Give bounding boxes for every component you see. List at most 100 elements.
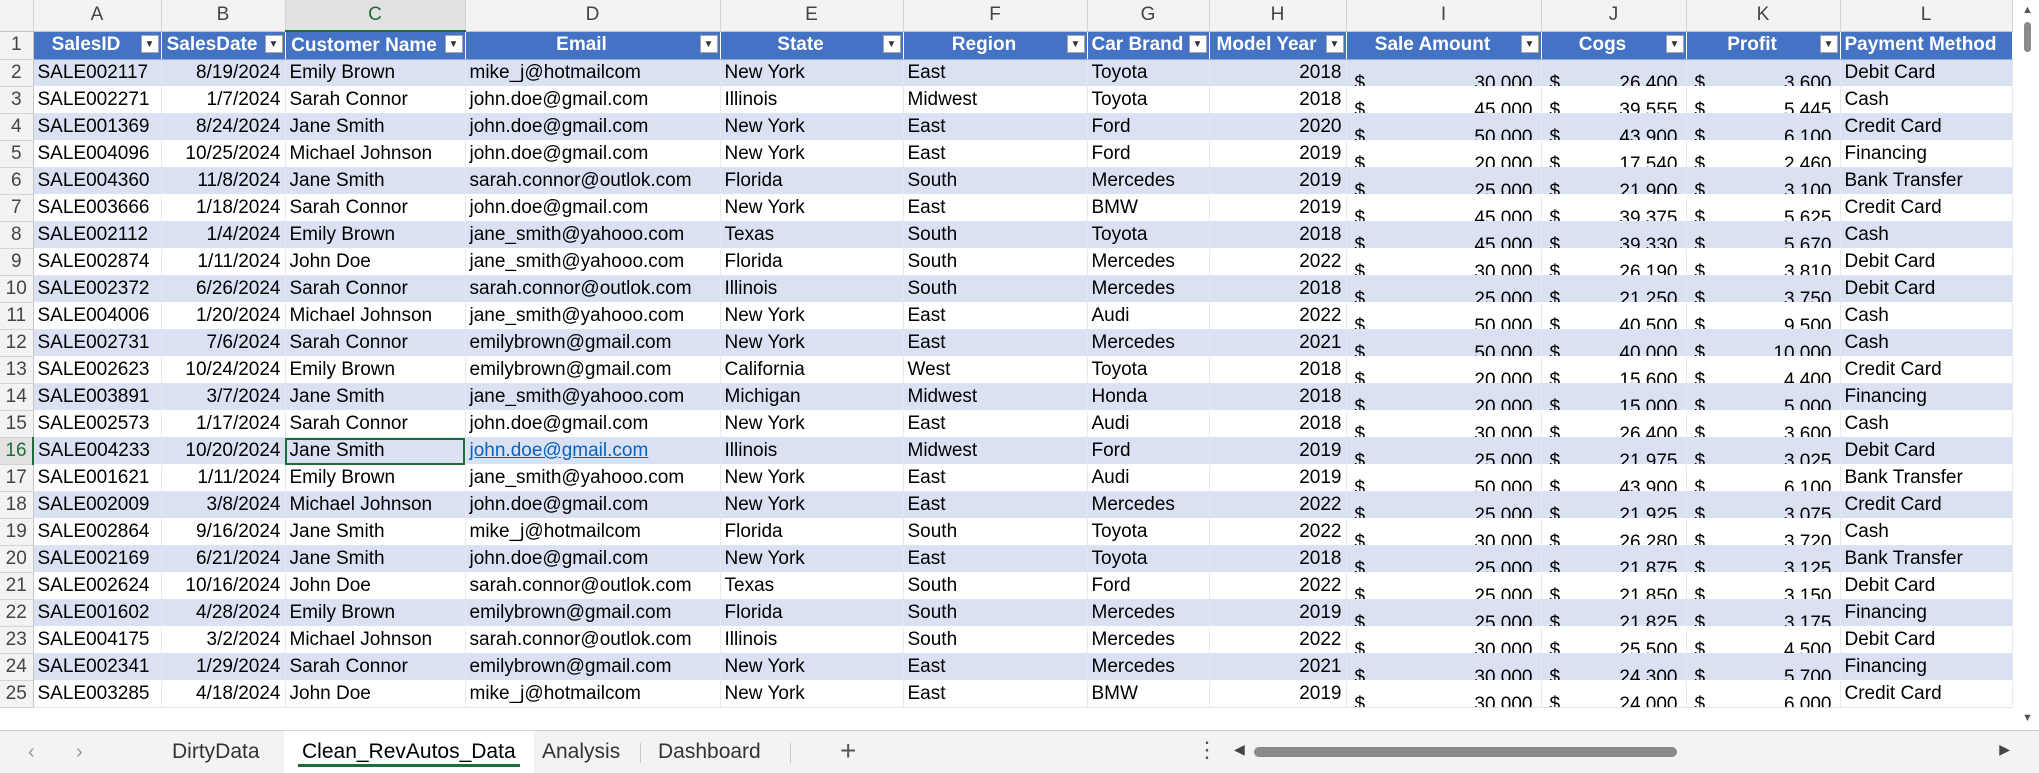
sales-date-cell[interactable]: 1/18/2024 <box>161 194 286 222</box>
car-brand-cell[interactable]: Ford <box>1087 437 1210 465</box>
email-cell[interactable]: john.doe@gmail.com <box>465 437 721 465</box>
email-cell[interactable]: john.doe@gmail.com <box>465 86 721 114</box>
region-cell[interactable]: East <box>903 59 1088 87</box>
sale-amount-cell[interactable]: $30,000 <box>1346 653 1542 681</box>
customer-name-cell[interactable]: Emily Brown <box>285 599 466 627</box>
spreadsheet-grid[interactable]: A B C D E F G H I J K L 1 SalesID ▼ Sales… <box>0 0 2016 730</box>
row-header[interactable]: 8 <box>0 221 34 249</box>
row-header[interactable]: 3 <box>0 86 34 114</box>
model-year-cell[interactable]: 2018 <box>1209 356 1347 384</box>
region-cell[interactable]: East <box>903 329 1088 357</box>
profit-cell[interactable]: $3,175 <box>1686 599 1841 627</box>
customer-name-cell[interactable]: Jane Smith <box>285 167 466 195</box>
model-year-cell[interactable]: 2019 <box>1209 680 1347 708</box>
model-year-cell[interactable]: 2019 <box>1209 167 1347 195</box>
filter-dropdown-icon[interactable]: ▼ <box>1325 34 1344 53</box>
car-brand-cell[interactable]: Mercedes <box>1087 275 1210 303</box>
sale-amount-cell[interactable]: $30,000 <box>1346 518 1542 546</box>
payment-method-cell[interactable]: Credit Card <box>1840 356 2013 384</box>
sale-amount-cell[interactable]: $25,000 <box>1346 437 1542 465</box>
sales-id-cell[interactable]: SALE002169 <box>33 545 162 573</box>
region-cell[interactable]: South <box>903 248 1088 276</box>
sales-date-cell[interactable]: 10/16/2024 <box>161 572 286 600</box>
payment-method-cell[interactable]: Bank Transfer <box>1840 167 2013 195</box>
model-year-cell[interactable]: 2022 <box>1209 572 1347 600</box>
region-cell[interactable]: East <box>903 113 1088 141</box>
model-year-cell[interactable]: 2018 <box>1209 86 1347 114</box>
region-cell[interactable]: East <box>903 491 1088 519</box>
payment-method-cell[interactable]: Bank Transfer <box>1840 545 2013 573</box>
cogs-cell[interactable]: $39,555 <box>1541 86 1687 114</box>
customer-name-cell[interactable]: Sarah Connor <box>285 329 466 357</box>
state-cell[interactable]: California <box>720 356 904 384</box>
row-header[interactable]: 11 <box>0 302 34 330</box>
car-brand-cell[interactable]: Mercedes <box>1087 626 1210 654</box>
cogs-cell[interactable]: $21,925 <box>1541 491 1687 519</box>
car-brand-cell[interactable]: BMW <box>1087 680 1210 708</box>
chevron-left-icon[interactable]: ‹ <box>28 741 35 763</box>
state-cell[interactable]: Florida <box>720 599 904 627</box>
customer-name-cell[interactable]: Sarah Connor <box>285 275 466 303</box>
cogs-cell[interactable]: $21,850 <box>1541 572 1687 600</box>
email-cell[interactable]: sarah.connor@outlok.com <box>465 167 721 195</box>
car-brand-cell[interactable]: Mercedes <box>1087 599 1210 627</box>
filter-dropdown-icon[interactable]: ▼ <box>140 34 159 53</box>
car-brand-cell[interactable]: Honda <box>1087 383 1210 411</box>
row-header[interactable]: 22 <box>0 599 34 627</box>
cogs-cell[interactable]: $17,540 <box>1541 140 1687 168</box>
customer-name-cell[interactable]: Jane Smith <box>285 113 466 141</box>
car-brand-cell[interactable]: Audi <box>1087 302 1210 330</box>
sale-amount-cell[interactable]: $25,000 <box>1346 275 1542 303</box>
sales-id-cell[interactable]: SALE002573 <box>33 410 162 438</box>
column-header-c[interactable]: C <box>285 0 466 32</box>
customer-name-cell[interactable]: Michael Johnson <box>285 626 466 654</box>
row-header[interactable]: 14 <box>0 383 34 411</box>
payment-method-cell[interactable]: Financing <box>1840 383 2013 411</box>
payment-method-cell[interactable]: Cash <box>1840 329 2013 357</box>
sales-id-cell[interactable]: SALE003891 <box>33 383 162 411</box>
sales-id-cell[interactable]: SALE002372 <box>33 275 162 303</box>
email-cell[interactable]: jane_smith@yahooo.com <box>465 248 721 276</box>
sales-id-cell[interactable]: SALE004175 <box>33 626 162 654</box>
customer-name-cell[interactable]: Jane Smith <box>285 383 466 411</box>
row-header[interactable]: 7 <box>0 194 34 222</box>
model-year-cell[interactable]: 2018 <box>1209 59 1347 87</box>
state-cell[interactable]: New York <box>720 410 904 438</box>
filter-dropdown-icon[interactable]: ▼ <box>1665 34 1684 53</box>
payment-method-cell[interactable]: Credit Card <box>1840 491 2013 519</box>
cogs-cell[interactable]: $15,000 <box>1541 383 1687 411</box>
cogs-cell[interactable]: $43,900 <box>1541 113 1687 141</box>
profit-cell[interactable]: $6,100 <box>1686 464 1841 492</box>
cogs-cell[interactable]: $26,400 <box>1541 410 1687 438</box>
sale-amount-cell[interactable]: $25,000 <box>1346 545 1542 573</box>
vertical-scroll-thumb[interactable] <box>2024 22 2031 52</box>
customer-name-cell[interactable]: John Doe <box>285 248 466 276</box>
cogs-cell[interactable]: $40,500 <box>1541 302 1687 330</box>
email-cell[interactable]: jane_smith@yahooo.com <box>465 221 721 249</box>
profit-cell[interactable]: $6,000 <box>1686 680 1841 708</box>
profit-cell[interactable]: $3,600 <box>1686 59 1841 87</box>
sales-date-cell[interactable]: 6/21/2024 <box>161 545 286 573</box>
profit-cell[interactable]: $3,150 <box>1686 572 1841 600</box>
sales-id-cell[interactable]: SALE001621 <box>33 464 162 492</box>
row-header[interactable]: 9 <box>0 248 34 276</box>
region-cell[interactable]: East <box>903 410 1088 438</box>
profit-cell[interactable]: $4,500 <box>1686 626 1841 654</box>
car-brand-cell[interactable]: Toyota <box>1087 356 1210 384</box>
region-cell[interactable]: South <box>903 572 1088 600</box>
state-cell[interactable]: Illinois <box>720 275 904 303</box>
model-year-cell[interactable]: 2019 <box>1209 599 1347 627</box>
column-header-f[interactable]: F <box>903 0 1088 32</box>
cogs-cell[interactable]: $26,280 <box>1541 518 1687 546</box>
region-cell[interactable]: Midwest <box>903 86 1088 114</box>
sales-id-cell[interactable]: SALE001602 <box>33 599 162 627</box>
state-cell[interactable]: New York <box>720 140 904 168</box>
payment-method-cell[interactable]: Cash <box>1840 86 2013 114</box>
region-cell[interactable]: Midwest <box>903 437 1088 465</box>
state-cell[interactable]: Texas <box>720 221 904 249</box>
row-header[interactable]: 19 <box>0 518 34 546</box>
sales-date-cell[interactable]: 1/17/2024 <box>161 410 286 438</box>
email-cell[interactable]: john.doe@gmail.com <box>465 491 721 519</box>
model-year-cell[interactable]: 2018 <box>1209 410 1347 438</box>
row-header[interactable]: 18 <box>0 491 34 519</box>
